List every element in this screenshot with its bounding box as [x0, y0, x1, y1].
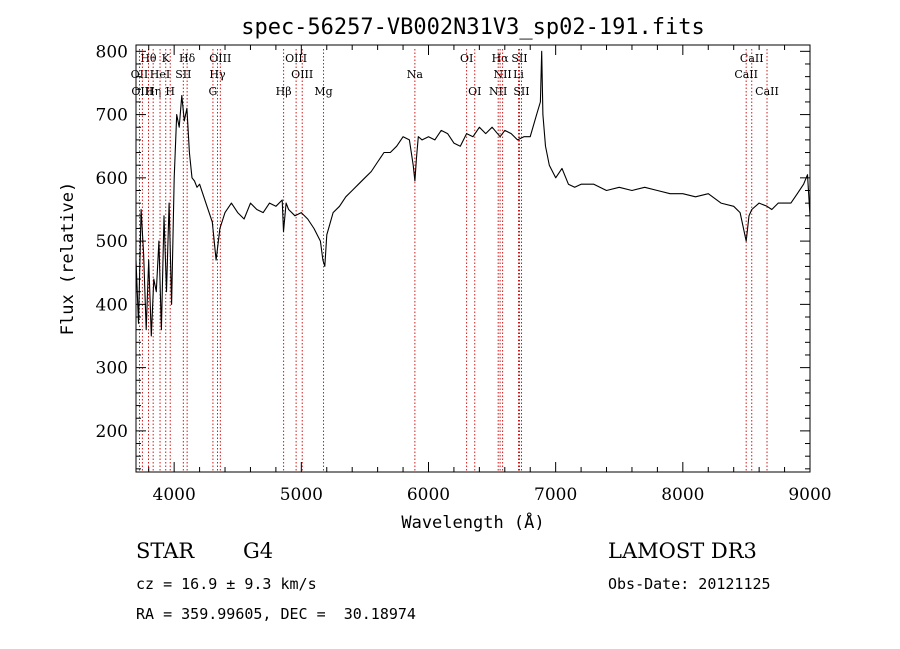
spectrum-line — [135, 50, 811, 337]
line-label-21: NII — [493, 68, 511, 81]
spectral-subclass: G4 — [243, 539, 274, 563]
line-label-22: Li — [513, 68, 524, 81]
x-axis-label: Wavelength (Å) — [401, 511, 544, 533]
line-label-15: Mg — [314, 85, 332, 98]
line-label-19: Hα — [492, 52, 510, 65]
line-label-11: G — [209, 85, 218, 98]
line-label-12: OIII — [285, 52, 307, 65]
object-type: STAR — [136, 539, 195, 563]
x-tick-label-9000: 9000 — [788, 485, 831, 505]
line-label-6: SII — [175, 68, 191, 81]
line-label-20: SII — [511, 52, 527, 65]
line-label-14: Hβ — [276, 85, 292, 98]
line-label-5: HeI — [150, 68, 170, 81]
line-label-0: Hθ — [140, 52, 157, 65]
line-label-3: K — [162, 52, 171, 65]
line-label-16: Na — [407, 68, 424, 81]
y-tick-label-300: 300 — [96, 359, 128, 379]
y-tick-label-700: 700 — [96, 106, 128, 126]
y-axis-label: Flux (relative) — [58, 182, 78, 336]
y-tick-label-200: 200 — [96, 422, 128, 442]
y-tick-label-800: 800 — [96, 42, 128, 62]
line-label-7: H — [165, 85, 175, 98]
obs-date-text: Obs-Date: 20121125 — [608, 575, 771, 593]
line-label-10: Hγ — [209, 68, 226, 81]
redshift-text: cz = 16.9 ± 9.3 km/s — [136, 575, 317, 593]
line-label-13: OIII — [291, 68, 313, 81]
coords-text: RA = 359.99605, DEC = 30.18974 — [136, 605, 416, 623]
line-label-1: OII — [131, 68, 149, 81]
x-tick-label-7000: 7000 — [534, 485, 577, 505]
line-label-27: CaII — [755, 85, 779, 98]
line-label-17: OI — [460, 52, 473, 65]
x-tick-label-6000: 6000 — [407, 485, 450, 505]
survey-name: LAMOST DR3 — [608, 539, 757, 563]
chart-title: spec-56257-VB002N31V3_sp02-191.fits — [241, 15, 705, 40]
line-label-23: NII — [489, 85, 507, 98]
line-label-25: CaII — [740, 52, 764, 65]
line-label-8: Hδ — [179, 52, 196, 65]
x-tick-label-4000: 4000 — [153, 485, 196, 505]
line-label-2: OIII — [131, 85, 153, 98]
x-tick-label-8000: 8000 — [661, 485, 704, 505]
line-label-24: SII — [513, 85, 529, 98]
line-label-9: OIII — [209, 52, 231, 65]
line-label-18: OI — [468, 85, 481, 98]
line-label-26: CaII — [734, 68, 758, 81]
y-tick-label-500: 500 — [96, 232, 128, 252]
x-tick-label-5000: 5000 — [280, 485, 323, 505]
line-label-4: Hη — [145, 85, 161, 98]
y-tick-label-400: 400 — [96, 295, 128, 315]
y-tick-label-600: 600 — [96, 169, 128, 189]
plot-frame — [135, 44, 811, 473]
